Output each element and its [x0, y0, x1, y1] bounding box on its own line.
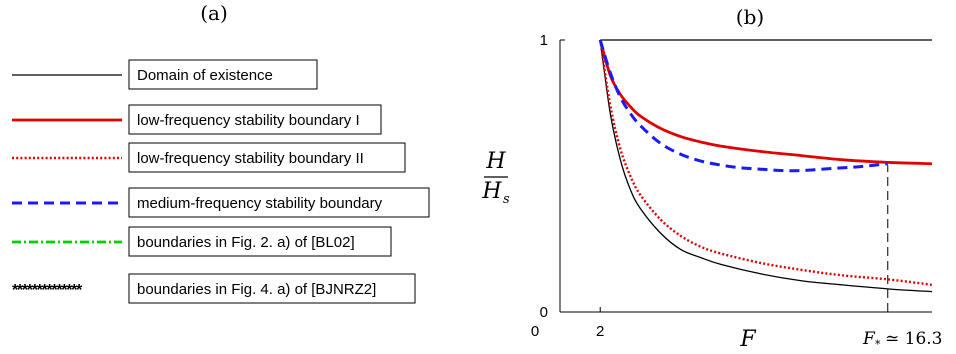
x-tick-label: 0 — [531, 323, 539, 340]
y-tick-label: 1 — [540, 32, 548, 49]
legend-box — [128, 226, 392, 257]
legend-box — [128, 104, 382, 135]
legend-box — [128, 59, 318, 90]
legend: Domain of existence low-frequency stabili… — [12, 59, 430, 304]
series-line — [599, 39, 933, 286]
legend-sample-stars: ************** — [12, 282, 83, 299]
panel-b-label: (b) — [736, 5, 764, 29]
legend-label: boundaries in Fig. 4. a) of [BJNRZ2] — [137, 281, 376, 298]
legend-box — [128, 187, 430, 218]
legend-item: Domain of existence — [12, 59, 318, 90]
series-line — [598, 39, 888, 173]
fstar-value: ≃ 16.3 — [885, 329, 943, 349]
legend-label: Domain of existence — [137, 67, 273, 84]
y-label-subscript: s — [503, 192, 510, 207]
legend-label: medium-frequency stability boundary — [137, 195, 383, 212]
legend-item: medium-frequency stability boundary — [12, 187, 430, 218]
y-axis-label: H H s — [481, 149, 510, 207]
fstar-subscript: * — [875, 338, 881, 351]
legend-label: low-frequency stability boundary II — [137, 150, 364, 167]
series-line — [598, 39, 933, 166]
y-label-numerator: H — [485, 149, 506, 174]
panel-a-label: (a) — [200, 1, 228, 25]
series-line — [599, 39, 933, 293]
legend-item: ************** boundaries in Fig. 4. a) o… — [12, 273, 416, 304]
fstar-label: F * ≃ 16.3 — [862, 329, 943, 351]
legend-label: low-frequency stability boundary I — [137, 112, 360, 129]
legend-box — [128, 142, 406, 173]
y-tick-label: 0 — [540, 304, 548, 321]
legend-item: low-frequency stability boundary I — [12, 104, 382, 135]
y-label-denominator: H — [481, 179, 502, 204]
plot-area: 0 2 0 1 — [531, 32, 933, 340]
x-tick-label: 2 — [596, 323, 604, 340]
fstar-symbol: F — [862, 329, 876, 349]
x-axis-label: F — [739, 327, 756, 352]
legend-label: boundaries in Fig. 2. a) of [BL02] — [137, 234, 355, 251]
legend-item: low-frequency stability boundary II — [12, 142, 406, 173]
legend-item: boundaries in Fig. 2. a) of [BL02] — [12, 226, 392, 257]
legend-box — [128, 273, 416, 304]
